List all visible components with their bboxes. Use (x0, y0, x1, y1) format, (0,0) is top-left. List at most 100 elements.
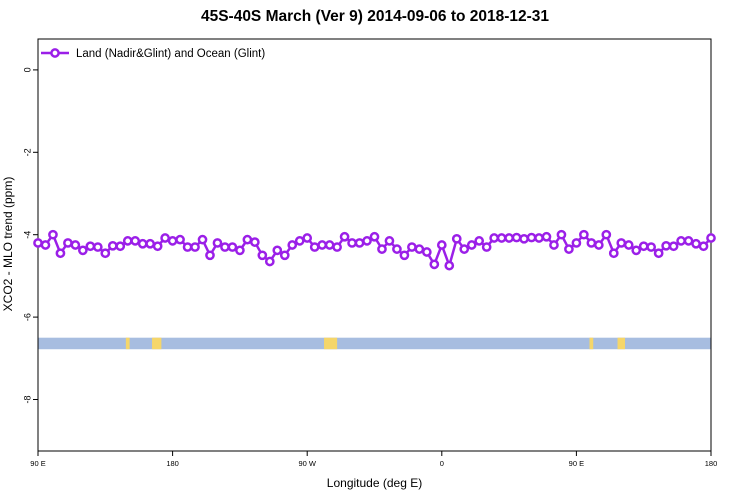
data-point-10 (107, 240, 118, 251)
x-axis-label: Longitude (deg E) (326, 476, 423, 490)
data-point-76 (601, 229, 612, 240)
data-point-27 (235, 245, 245, 256)
data-point-50 (407, 242, 417, 252)
data-point-48 (392, 244, 402, 254)
land-patch-2 (324, 337, 338, 350)
data-point-26 (227, 242, 238, 252)
data-point-74 (586, 238, 597, 248)
x-tick-label-4: 90 E (569, 459, 584, 468)
data-point-61 (489, 233, 499, 243)
data-point-1 (40, 240, 51, 250)
data-point-22 (197, 234, 208, 245)
data-point-51 (414, 244, 425, 254)
data-point-13 (130, 236, 141, 246)
data-point-29 (250, 237, 260, 247)
data-point-71 (564, 244, 574, 254)
legend-marker (50, 48, 60, 58)
data-point-59 (474, 236, 485, 246)
data-point-67 (534, 233, 544, 243)
data-point-17 (160, 233, 170, 243)
y-tick-label-2: -4 (22, 231, 32, 239)
data-point-43 (354, 238, 365, 248)
data-point-66 (526, 232, 537, 243)
land-patch-0 (125, 337, 130, 350)
land-patch-1 (152, 337, 162, 350)
data-point-7 (85, 241, 96, 252)
data-point-58 (466, 240, 477, 250)
data-point-32 (272, 245, 283, 256)
data-point-31 (264, 256, 275, 267)
data-point-54 (436, 240, 447, 250)
data-point-56 (451, 233, 462, 244)
land-patch-3 (589, 337, 594, 350)
data-point-57 (459, 244, 470, 254)
data-point-4 (63, 238, 73, 248)
data-point-46 (377, 244, 387, 254)
data-point-84 (661, 240, 671, 251)
data-point-40 (332, 242, 342, 252)
data-point-5 (70, 240, 81, 250)
data-point-16 (152, 241, 163, 252)
y-tick-label-0: 0 (22, 67, 32, 72)
data-point-72 (571, 238, 582, 248)
data-point-33 (279, 250, 290, 261)
data-point-53 (429, 259, 440, 270)
data-point-63 (504, 233, 514, 243)
data-point-78 (616, 238, 627, 248)
data-point-3 (55, 248, 66, 259)
x-tick-label-0: 90 E (30, 459, 45, 468)
data-point-88 (691, 238, 701, 249)
data-point-8 (92, 242, 103, 252)
data-point-11 (115, 241, 126, 252)
data-point-28 (242, 234, 253, 245)
data-point-2 (48, 229, 58, 240)
data-point-38 (317, 240, 328, 250)
data-point-6 (78, 245, 88, 256)
data-point-18 (167, 236, 178, 246)
land-patch-4 (617, 337, 626, 350)
data-point-24 (212, 238, 223, 248)
data-point-89 (698, 241, 709, 252)
x-tick-label-5: 180 (705, 459, 718, 468)
data-point-34 (287, 240, 298, 250)
data-point-62 (496, 233, 507, 243)
data-point-70 (556, 229, 567, 240)
data-point-82 (646, 242, 657, 252)
data-point-87 (683, 236, 694, 246)
data-point-42 (347, 238, 357, 248)
data-point-73 (579, 229, 589, 240)
data-point-30 (257, 250, 268, 261)
data-point-52 (421, 247, 432, 257)
data-point-83 (653, 248, 664, 259)
y-tick-label-4: -8 (22, 395, 32, 403)
data-point-85 (668, 241, 679, 252)
data-point-20 (182, 242, 193, 252)
data-point-19 (175, 234, 185, 245)
data-point-45 (369, 231, 380, 242)
data-point-81 (638, 241, 649, 252)
x-tick-label-3: 0 (440, 459, 444, 468)
ocean-band (38, 337, 711, 350)
data-point-12 (122, 236, 133, 246)
data-point-64 (511, 232, 522, 243)
data-point-41 (339, 231, 350, 242)
y-tick-label-3: -6 (22, 313, 32, 321)
data-point-75 (593, 240, 604, 250)
data-point-39 (324, 240, 335, 250)
data-point-55 (444, 260, 455, 271)
data-point-44 (362, 236, 372, 246)
data-point-90 (706, 233, 716, 243)
legend-label: Land (Nadir&Glint) and Ocean (Glint) (76, 48, 265, 60)
data-point-23 (205, 250, 215, 261)
data-point-60 (481, 242, 492, 252)
data-point-65 (519, 233, 529, 244)
data-point-14 (137, 238, 148, 249)
data-point-0 (33, 238, 43, 248)
data-point-49 (399, 250, 410, 261)
data-point-35 (294, 236, 305, 246)
data-point-86 (676, 236, 686, 246)
data-point-9 (100, 248, 111, 259)
x-tick-label-1: 180 (166, 459, 179, 468)
chart-title: 45S-40S March (Ver 9) 2014-09-06 to 2018… (200, 8, 550, 25)
x-tick-label-2: 90 W (298, 459, 316, 468)
